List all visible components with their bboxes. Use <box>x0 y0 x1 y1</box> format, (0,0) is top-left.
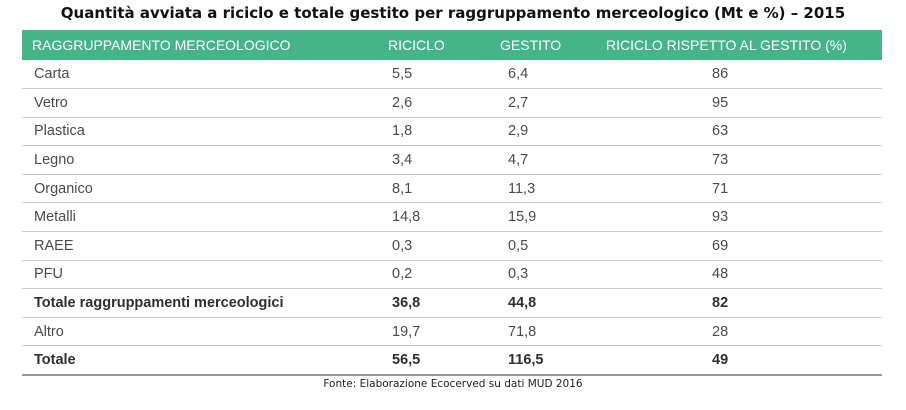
percent-cell: 93 <box>712 209 729 226</box>
table-row: Organico 8,1 11,3 71 <box>22 174 882 203</box>
percent-cell: 82 <box>712 295 729 312</box>
table-row: RAEE 0,3 0,5 69 <box>22 232 882 261</box>
column-header-percent: RICICLO RISPETTO AL GESTITO (%) <box>606 37 847 53</box>
category-cell: Organico <box>34 180 93 197</box>
percent-cell: 71 <box>712 180 729 197</box>
percent-cell: 69 <box>712 237 729 254</box>
recycling-table: RAGGRUPPAMENTO MERCEOLOGICO RICICLO GEST… <box>22 30 882 376</box>
category-cell: Altro <box>34 323 64 340</box>
category-cell: Metalli <box>34 209 76 226</box>
table-row: Legno 3,4 4,7 73 <box>22 146 882 175</box>
category-cell: RAEE <box>34 237 74 254</box>
riciclo-cell: 19,7 <box>392 323 421 340</box>
gestito-cell: 6,4 <box>508 66 529 83</box>
category-cell: Plastica <box>34 123 85 140</box>
riciclo-cell: 36,8 <box>392 295 421 312</box>
riciclo-cell: 0,2 <box>392 266 413 283</box>
table-row: Altro 19,7 71,8 28 <box>22 317 882 346</box>
gestito-cell: 2,7 <box>508 94 529 111</box>
gestito-cell: 116,5 <box>508 351 544 368</box>
percent-cell: 28 <box>712 323 729 340</box>
source-note: Fonte: Elaborazione Ecocerved su dati MU… <box>323 378 583 390</box>
percent-cell: 95 <box>712 94 729 111</box>
riciclo-cell: 56,5 <box>392 351 421 368</box>
category-cell: Totale <box>34 351 76 368</box>
percent-cell: 49 <box>712 351 729 368</box>
riciclo-cell: 8,1 <box>392 180 413 197</box>
total-row: Totale 56,5 116,5 49 <box>22 346 882 375</box>
percent-cell: 86 <box>712 66 729 83</box>
percent-cell: 48 <box>712 266 729 283</box>
table-row: PFU 0,2 0,3 48 <box>22 260 882 289</box>
column-header-category: RAGGRUPPAMENTO MERCEOLOGICO <box>32 37 291 53</box>
riciclo-cell: 14,8 <box>392 209 421 226</box>
percent-cell: 63 <box>712 123 729 140</box>
gestito-cell: 0,5 <box>508 237 529 254</box>
gestito-cell: 11,3 <box>508 180 536 197</box>
column-header-gestito: GESTITO <box>500 37 562 53</box>
category-cell: Totale raggruppamenti merceologici <box>34 295 284 312</box>
column-header-riciclo: RICICLO <box>388 37 445 53</box>
table-row: Vetro 2,6 2,7 95 <box>22 89 882 118</box>
category-cell: Carta <box>34 66 70 83</box>
gestito-cell: 71,8 <box>508 323 537 340</box>
table-row: Carta 5,5 6,4 86 <box>22 60 882 89</box>
category-cell: PFU <box>34 266 63 283</box>
gestito-cell: 4,7 <box>508 152 529 169</box>
riciclo-cell: 3,4 <box>392 152 413 169</box>
data-table-container: RAGGRUPPAMENTO MERCEOLOGICO RICICLO GEST… <box>22 30 882 376</box>
table-row: Plastica 1,8 2,9 63 <box>22 117 882 146</box>
riciclo-cell: 5,5 <box>392 66 413 83</box>
percent-cell: 73 <box>712 152 729 169</box>
riciclo-cell: 0,3 <box>392 237 413 254</box>
category-cell: Legno <box>34 152 75 169</box>
table-title: Quantità avviata a riciclo e totale gest… <box>60 4 846 22</box>
gestito-cell: 0,3 <box>508 266 529 283</box>
category-cell: Vetro <box>34 94 68 111</box>
riciclo-cell: 1,8 <box>392 123 413 140</box>
subtotal-row: Totale raggruppamenti merceologici 36,8 … <box>22 289 882 318</box>
table-header-row: RAGGRUPPAMENTO MERCEOLOGICO RICICLO GEST… <box>22 30 882 60</box>
gestito-cell: 44,8 <box>508 295 537 312</box>
gestito-cell: 15,9 <box>508 209 537 226</box>
table-row: Metalli 14,8 15,9 93 <box>22 203 882 232</box>
gestito-cell: 2,9 <box>508 123 529 140</box>
riciclo-cell: 2,6 <box>392 94 413 111</box>
